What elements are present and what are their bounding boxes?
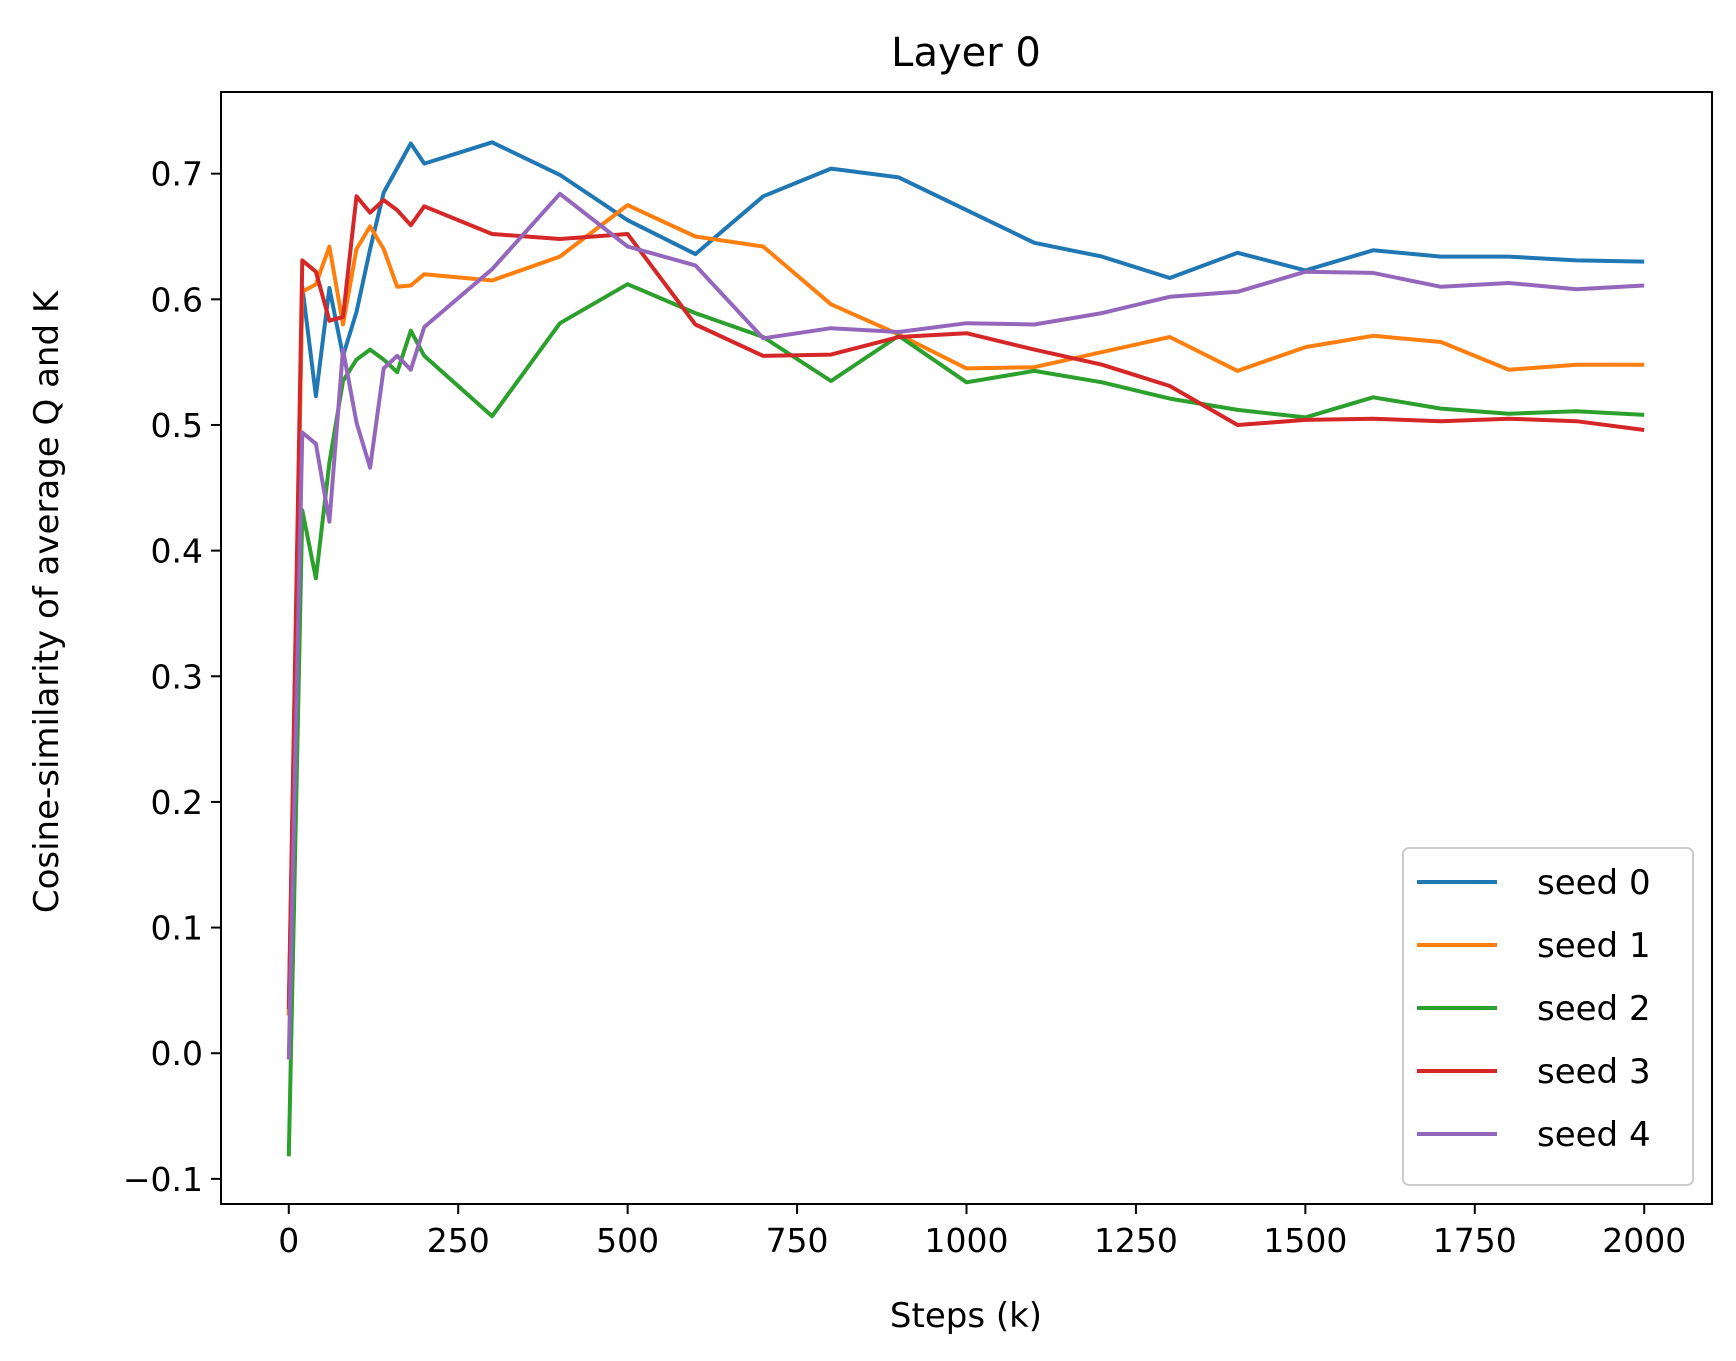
legend-label-seed-1: seed 1 — [1537, 926, 1651, 966]
series-line-seed-1 — [286, 203, 1645, 1016]
plot-area: 0 250 500 750 1000 1250 1500 1750 2000 −0.1 0.0 0.1… — [123, 91, 1713, 1260]
y-tick-label: 0.3 — [151, 657, 203, 696]
x-tick-label: 2000 — [1602, 1221, 1686, 1260]
y-tick-label: 0.1 — [151, 909, 203, 948]
series-line-seed-0 — [286, 140, 1645, 1016]
y-tick-label: 0.2 — [151, 783, 203, 822]
legend-box — [1402, 847, 1694, 1186]
series-line-seed-3 — [286, 194, 1645, 1010]
x-axis-label: Steps (k) — [890, 1296, 1042, 1336]
legend: seed 0 seed 1 seed 2 seed 3 seed 4 — [1402, 847, 1694, 1186]
x-tick-label: 1250 — [1094, 1221, 1178, 1260]
y-axis-label: Cosine-similarity of average Q and K — [27, 289, 67, 913]
y-tick-label: 0.6 — [151, 280, 203, 319]
chart-title: Layer 0 — [891, 30, 1041, 76]
y-tick-label: −0.1 — [123, 1160, 203, 1199]
legend-label-seed-2: seed 2 — [1537, 989, 1651, 1029]
legend-label-seed-0: seed 0 — [1537, 863, 1651, 903]
y-tick-label: 0.5 — [151, 406, 203, 445]
x-tick-label: 0 — [278, 1221, 299, 1260]
y-tick-label: 0.0 — [151, 1034, 203, 1073]
x-tick-label: 500 — [596, 1221, 659, 1260]
legend-label-seed-3: seed 3 — [1537, 1052, 1651, 1092]
x-tick-label: 1500 — [1263, 1221, 1347, 1260]
y-tick-label: 0.4 — [151, 532, 203, 571]
x-tick-label: 750 — [766, 1221, 829, 1260]
legend-label-seed-4: seed 4 — [1537, 1115, 1651, 1155]
x-tick-label: 250 — [427, 1221, 490, 1260]
series-line-seed-4 — [286, 191, 1645, 1060]
y-tick-label: 0.7 — [151, 155, 203, 194]
series-line-seed-2 — [286, 282, 1645, 1157]
x-tick-label: 1750 — [1433, 1221, 1517, 1260]
x-tick-label: 1000 — [925, 1221, 1009, 1260]
